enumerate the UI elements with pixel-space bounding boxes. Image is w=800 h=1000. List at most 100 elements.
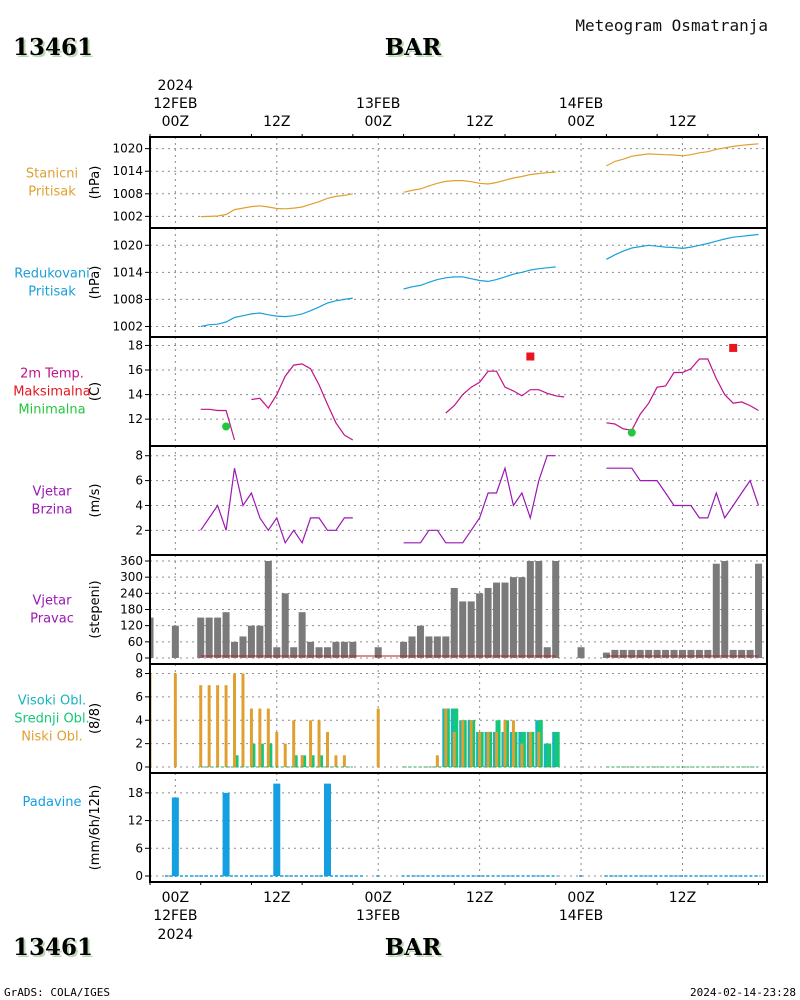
direction-bar: [712, 563, 720, 658]
panel-reduced_pressure: 1002 1008 1014 1020 (hPa)Redukovani Pritisak: [14, 227, 768, 338]
cloud-low-bar: [444, 708, 448, 767]
station-id-shadow-top: 13461: [15, 36, 95, 63]
panel-clouds: 0 2 4 6 8 (8/8)Visoki Obl. Srednji Obl. Niski O…: [14, 663, 768, 774]
direction-bar: [433, 636, 441, 658]
direction-bar: [442, 636, 450, 658]
tmax-marker: [526, 352, 535, 361]
y-tick-label: 240: [120, 586, 143, 600]
unit-label: (stepeni): [88, 580, 103, 638]
direction-bar: [273, 647, 281, 658]
top-axis-label: 12Z: [466, 114, 493, 130]
precip-bar: [171, 797, 179, 876]
direction-bar: [645, 649, 653, 658]
y-tick-label: 16: [128, 363, 143, 377]
y-tick-label: 12: [128, 814, 143, 828]
station-id-bottom: 13461: [13, 934, 93, 961]
direction-bar: [400, 641, 408, 658]
direction-bar: [307, 641, 315, 658]
unit-label: (hPa): [88, 166, 103, 200]
bottom-axis-label: 12Z: [669, 890, 696, 906]
series-line-station_pressure: [403, 171, 556, 193]
y-tick-label: 6: [135, 474, 143, 488]
direction-bar: [636, 649, 644, 658]
direction-bar: [755, 563, 763, 658]
series-label: Vjetar: [33, 485, 73, 500]
series-label: Padavine: [23, 795, 82, 810]
series-line-station_pressure: [200, 193, 353, 218]
direction-bar: [349, 641, 357, 658]
y-tick-label: 18: [128, 786, 143, 800]
direction-bar: [695, 649, 703, 658]
cloud-low-bar: [292, 720, 296, 767]
direction-bar: [526, 561, 534, 658]
cloud-low-bar: [309, 720, 313, 767]
cloud-low-bar: [486, 731, 490, 767]
series-line-reduced_pressure: [403, 266, 556, 290]
cloud-low-bar: [461, 720, 465, 767]
series-label: Srednji Obl.: [14, 712, 89, 727]
direction-bar: [518, 577, 526, 658]
cloud-low-bar: [275, 731, 279, 767]
direction-bar: [323, 647, 331, 658]
panel-data-reduced_pressure: [200, 233, 759, 328]
direction-bar: [222, 612, 230, 658]
direction-bar: [628, 649, 636, 658]
cloud-low-bar: [258, 708, 262, 767]
cloud-low-bar: [478, 731, 482, 767]
direction-bar: [501, 582, 509, 658]
cloud-low-bar: [241, 673, 245, 767]
direction-bar: [150, 617, 154, 658]
direction-bar: [678, 649, 686, 658]
series-label: Brzina: [32, 503, 73, 518]
cloud-low-bar: [435, 755, 439, 767]
y-tick-label: 1008: [112, 292, 143, 306]
top-axis-label: 12Z: [263, 114, 290, 130]
cloud-low-bar: [325, 731, 329, 767]
cloud-low-bar: [520, 743, 524, 767]
series-line-temperature: [251, 363, 354, 441]
y-tick-label: 1002: [112, 209, 143, 223]
y-tick-label: 6: [135, 841, 143, 855]
panels: 1002100810141020(hPa)StanicniPritisak100…: [13, 136, 768, 883]
direction-bar: [264, 561, 272, 658]
y-tick-label: 14: [128, 388, 143, 402]
y-tick-label: 60: [128, 635, 143, 649]
y-tick-label: 0: [135, 869, 143, 883]
direction-bar: [535, 561, 543, 658]
direction-bar: [552, 561, 560, 658]
cloud-low-bar: [342, 755, 346, 767]
series-label: Vjetar: [33, 594, 73, 609]
direction-bar: [509, 577, 517, 658]
footer-timestamp: 2024-02-14-23:28: [690, 986, 796, 999]
station-name-shadow-bottom: BAR: [387, 936, 444, 963]
top-axis-label: 00Z: [567, 114, 594, 130]
series-label: Niski Obl.: [21, 730, 83, 745]
bottom-axis-label: 00Z: [567, 890, 594, 906]
y-tick-label: 6: [135, 690, 143, 704]
panel-precipitation: 0 6 12 18 (mm/6h/12h) Padavine: [23, 772, 768, 883]
direction-bar: [332, 641, 340, 658]
cloud-mid-bar: [546, 743, 552, 767]
direction-bar: [214, 617, 222, 658]
direction-bar: [408, 636, 416, 658]
cloud-low-bar: [207, 685, 211, 767]
y-tick-label: 0: [135, 651, 143, 665]
y-tick-label: 120: [120, 619, 143, 633]
cloud-low-bar: [528, 731, 532, 767]
panel-wind_direction: 0 60 120 180 240 300 360 (stepeni) Vjetar Pravac: [30, 554, 768, 665]
direction-bar: [298, 612, 306, 658]
cloud-low-bar: [376, 708, 380, 767]
cloud-low-bar: [249, 708, 253, 767]
bottom-axis-label: 12Z: [263, 890, 290, 906]
precip-bar: [323, 783, 331, 876]
y-tick-label: 2: [135, 523, 143, 537]
series-label: Maksimalna: [13, 385, 91, 400]
direction-bar: [662, 649, 670, 658]
y-tick-label: 180: [120, 603, 143, 617]
tmin-marker: [627, 428, 636, 437]
direction-bar: [231, 641, 239, 658]
direction-bar: [670, 649, 678, 658]
cloud-low-bar: [266, 708, 270, 767]
